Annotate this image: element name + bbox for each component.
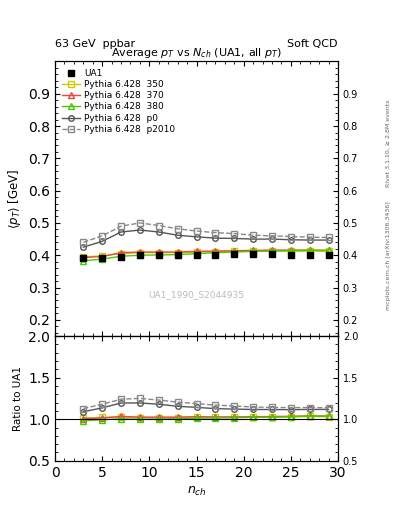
Text: mcplots.cern.ch [arXiv:1306.3436]: mcplots.cern.ch [arXiv:1306.3436] bbox=[386, 202, 391, 310]
Y-axis label: Ratio to UA1: Ratio to UA1 bbox=[13, 366, 23, 431]
Title: Average $p_T$ vs $N_{ch}$ (UA1, all $p_T$): Average $p_T$ vs $N_{ch}$ (UA1, all $p_T… bbox=[111, 46, 282, 60]
Text: 63 GeV  ppbar: 63 GeV ppbar bbox=[55, 38, 135, 49]
Text: UA1_1990_S2044935: UA1_1990_S2044935 bbox=[149, 290, 244, 300]
Y-axis label: $\langle p_T \rangle$ [GeV]: $\langle p_T \rangle$ [GeV] bbox=[6, 168, 23, 229]
X-axis label: $n_{ch}$: $n_{ch}$ bbox=[187, 485, 206, 498]
Text: Rivet 3.1.10, ≥ 2.8M events: Rivet 3.1.10, ≥ 2.8M events bbox=[386, 100, 391, 187]
Text: Soft QCD: Soft QCD bbox=[288, 38, 338, 49]
Legend: UA1, Pythia 6.428  350, Pythia 6.428  370, Pythia 6.428  380, Pythia 6.428  p0, : UA1, Pythia 6.428 350, Pythia 6.428 370,… bbox=[59, 66, 178, 137]
